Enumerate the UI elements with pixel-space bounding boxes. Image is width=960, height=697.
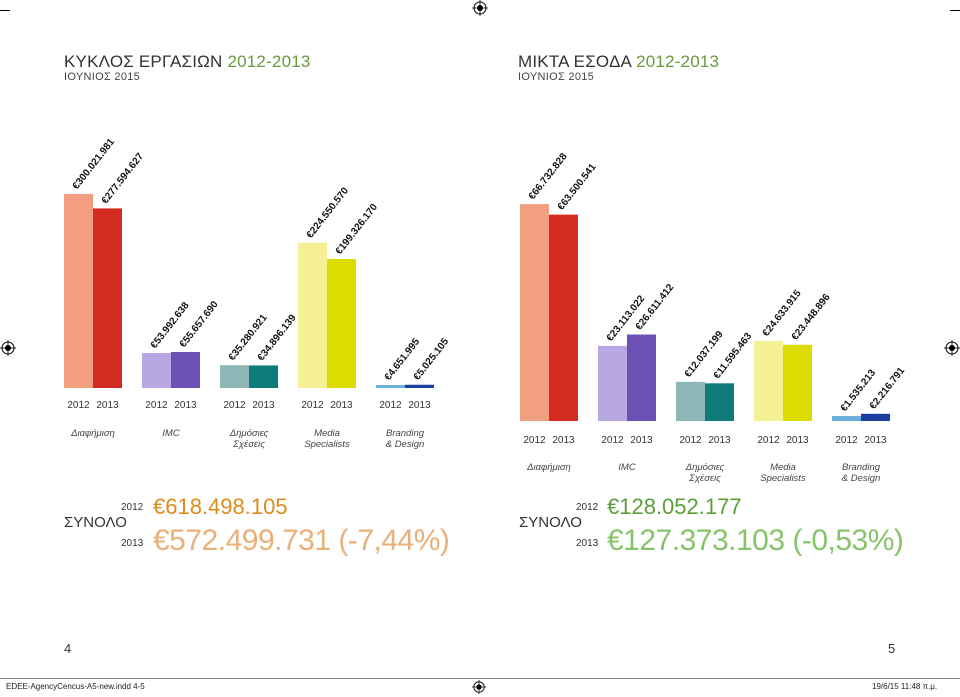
category-label: Branding: [386, 428, 425, 439]
registration-mark-icon: [944, 340, 960, 356]
total-label-left: ΣΥΝΟΛΟ: [64, 514, 127, 531]
bar-2013: [783, 344, 812, 421]
year-tick-label: 2012: [145, 400, 168, 411]
total-value-2012-left: €618.498.105: [153, 494, 288, 519]
bar-2012: [376, 384, 405, 388]
bar-2013: [705, 383, 734, 421]
category-label: & Design: [842, 473, 881, 484]
bar-2012: [64, 193, 93, 388]
chart-gross-income: €66.732.8282012€63.500.5412013Διαφήμιση€…: [520, 151, 907, 484]
year-tick-label: 2013: [252, 400, 275, 411]
bar-2012: [520, 204, 549, 421]
year-tick-label: 2012: [601, 435, 624, 446]
category-label: Δημόσιες: [685, 462, 725, 473]
bar-2012: [832, 416, 861, 421]
year-tick-label: 2012: [679, 435, 702, 446]
category-label: IMC: [618, 462, 636, 473]
data-label: €199.326.170: [334, 202, 381, 257]
footer-timestamp: 19/6/15 11:48 π.μ.: [872, 682, 938, 691]
title-years: 2012-2013: [636, 52, 720, 71]
bar-2013: [549, 214, 578, 421]
page-title-left: ΚΥΚΛΟΣ ΕΡΓΑΣΙΩΝ 2012-2013: [64, 52, 311, 72]
year-tick-label: 2013: [630, 435, 653, 446]
total-value-2013-right: €127.373.103 (-0,53%): [607, 524, 904, 557]
category-label: Media: [314, 428, 340, 439]
year-tick-label: 2012: [835, 435, 858, 446]
crop-mark-top-left: [0, 10, 10, 11]
year-tick-label: 2013: [552, 435, 575, 446]
data-label: €300.021.981: [71, 136, 118, 191]
total-year-2013-left: 2013: [121, 538, 144, 549]
bar-2012: [754, 340, 783, 421]
bar-2013: [627, 334, 656, 421]
bar-2013: [327, 259, 356, 388]
page-subtitle-right: ΙΟΥΝΙΟΣ 2015: [518, 71, 595, 83]
total-value-2012-right: €128.052.177: [607, 494, 742, 519]
year-tick-label: 2013: [96, 400, 119, 411]
year-tick-label: 2012: [523, 435, 546, 446]
year-tick-label: 2013: [330, 400, 353, 411]
year-tick-label: 2013: [174, 400, 197, 411]
category-label: IMC: [162, 428, 180, 439]
category-label: Δημόσιες: [229, 428, 269, 439]
year-tick-label: 2012: [301, 400, 324, 411]
year-tick-label: 2013: [786, 435, 809, 446]
title-main: ΚΥΚΛΟΣ ΕΡΓΑΣΙΩΝ: [64, 52, 223, 71]
year-tick-label: 2013: [708, 435, 731, 446]
category-label: Specialists: [760, 473, 806, 484]
category-label: Branding: [842, 462, 881, 473]
title-years: 2012-2013: [227, 52, 311, 71]
category-label: & Design: [386, 439, 425, 450]
chart-turnover: €300.021.981 2012 €277.594.627 2013 Διαφήμισ…: [64, 136, 451, 450]
year-tick-label: 2012: [379, 400, 402, 411]
category-label: Διαφήμιση: [526, 462, 571, 473]
bar-2012: [298, 242, 327, 388]
bar-2012: [598, 345, 627, 421]
category-label: Σχέσεις: [688, 473, 721, 484]
bar-2013: [861, 413, 890, 421]
total-year-2012-right: 2012: [576, 502, 599, 513]
page-title-right: ΜΙΚΤΑ ΕΣΟΔΑ 2012-2013: [518, 52, 719, 72]
total-label-right: ΣΥΝΟΛΟ: [519, 514, 582, 531]
bar-2012: [220, 365, 249, 388]
registration-mark-icon: [0, 340, 16, 356]
bar-2013: [249, 365, 278, 388]
bar-2013: [405, 384, 434, 388]
year-tick-label: 2012: [223, 400, 246, 411]
page-number-left: 4: [64, 641, 72, 656]
crop-mark-top-right: [950, 10, 960, 11]
bar-2013: [93, 208, 122, 388]
page-number-right: 5: [888, 641, 896, 656]
total-year-2012-left: 2012: [121, 502, 144, 513]
data-label: €224.550.570: [305, 185, 352, 240]
year-tick-label: 2012: [67, 400, 90, 411]
title-main: ΜΙΚΤΑ ΕΣΟΔΑ: [518, 52, 632, 71]
registration-mark-icon: [472, 680, 486, 694]
total-year-2013-right: 2013: [576, 538, 599, 549]
category-label: Specialists: [304, 439, 350, 450]
category-label: Media: [770, 462, 796, 473]
data-label: €63.500.541: [556, 162, 599, 213]
total-value-2013-left: €572.499.731 (-7,44%): [153, 524, 450, 557]
footer-file: EDEE-AgencyCencus-A5-new.indd 4-5: [6, 682, 145, 691]
bar-2012: [676, 381, 705, 421]
bar-2012: [142, 353, 171, 388]
page-subtitle-left: ΙΟΥΝΙΟΣ 2015: [64, 71, 141, 83]
data-label: €277.594.627: [100, 151, 147, 206]
category-label: Διαφήμιση: [70, 428, 115, 439]
year-tick-label: 2013: [864, 435, 887, 446]
year-tick-label: 2012: [757, 435, 780, 446]
category-label: Σχέσεις: [232, 439, 265, 450]
bar-2013: [171, 351, 200, 388]
year-tick-label: 2013: [408, 400, 431, 411]
registration-mark-icon: [472, 0, 488, 16]
